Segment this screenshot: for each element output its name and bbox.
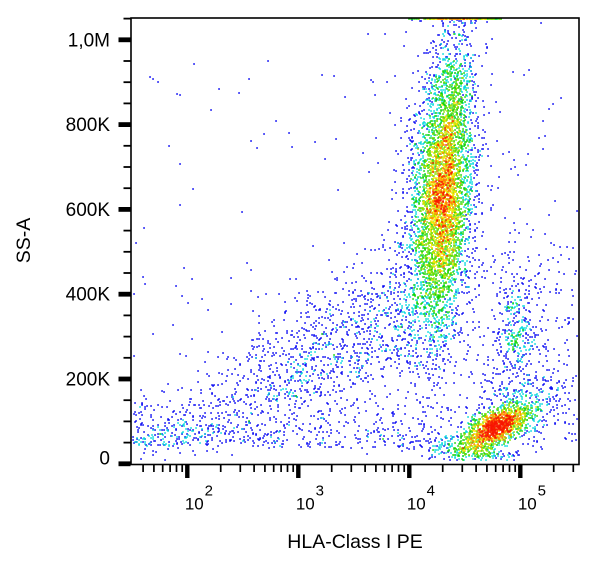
svg-text:0: 0 [99,448,110,469]
svg-text:10: 10 [407,495,426,514]
svg-text:2: 2 [205,483,213,500]
svg-text:10: 10 [185,495,204,514]
svg-text:4: 4 [427,483,435,500]
svg-text:10: 10 [518,495,537,514]
svg-text:200K: 200K [66,370,111,391]
svg-text:5: 5 [538,483,546,500]
svg-text:600K: 600K [66,200,111,221]
svg-text:10: 10 [296,495,315,514]
svg-text:3: 3 [316,483,324,500]
svg-text:1,0M: 1,0M [68,30,110,51]
svg-text:800K: 800K [66,115,111,136]
svg-text:HLA-Class I PE: HLA-Class I PE [287,531,422,553]
svg-text:SS-A: SS-A [13,218,35,264]
svg-text:400K: 400K [66,285,111,306]
